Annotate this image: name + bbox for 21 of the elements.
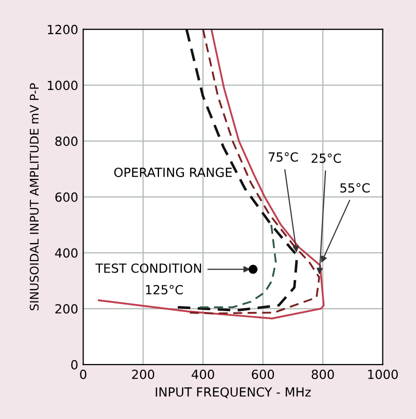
y-tick-label: 1200 [48, 24, 78, 34]
annotation: OPERATING RANGE [114, 168, 232, 178]
y-tick-label: 1000 [48, 80, 78, 90]
y-tick-label: 400 [55, 248, 78, 258]
x-tick-label: 800 [312, 370, 334, 380]
annotation: 25°C [312, 153, 341, 163]
x-tick-label: 600 [252, 370, 274, 380]
x-tick-label: 200 [132, 370, 154, 380]
x-axis-title: INPUT FREQUENCY - MHz [156, 387, 311, 398]
y-axis-title: SINUSOIDAL INPUT AMPLITUDE mV P-P [30, 83, 39, 310]
annotation: 55°C [340, 183, 370, 193]
y-tick-label: 200 [55, 304, 78, 314]
x-tick-label: 0 [80, 370, 86, 380]
annotation: TEST CONDITION [95, 263, 202, 273]
annotation: 75°C [268, 152, 298, 162]
x-tick-label: 400 [192, 370, 214, 380]
y-tick-label: 800 [55, 136, 78, 146]
y-tick-label: 0 [71, 360, 78, 370]
annotation: 125°C [146, 284, 183, 294]
x-tick-label: 1000 [368, 370, 398, 380]
y-tick-label: 600 [55, 192, 78, 202]
